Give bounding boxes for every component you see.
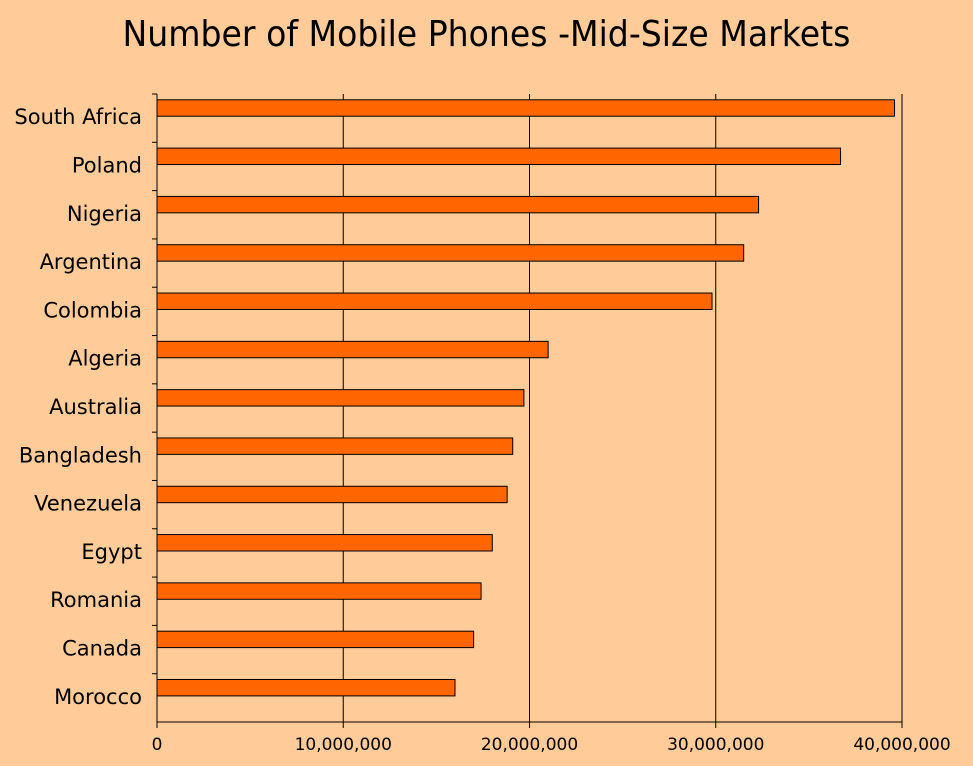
bar-morocco: [156, 678, 456, 697]
category-label: Nigeria: [67, 202, 142, 226]
category-label: Argentina: [40, 250, 142, 274]
x-tick-label-4: 40,000,000: [853, 735, 950, 755]
category-label: Australia: [49, 395, 142, 419]
bar-australia: [156, 389, 525, 407]
bar-nigeria: [156, 195, 760, 214]
bar-bangladesh: [156, 437, 514, 455]
category-label: Romania: [50, 588, 142, 612]
x-tick-label-1: 10,000,000: [295, 735, 392, 755]
label-layer: 0 10,000,000 20,000,000 30,000,000 40,000,00…: [14, 105, 950, 755]
bar-algeria: [156, 340, 549, 359]
bar-egypt: [156, 534, 493, 552]
category-label: Algeria: [68, 347, 142, 371]
axis-layer: [152, 93, 903, 728]
bar-layer: [156, 99, 896, 697]
category-label: Poland: [72, 153, 142, 177]
x-tick-label-3: 30,000,000: [667, 735, 764, 755]
bar-romania: [156, 582, 482, 600]
category-label: Colombia: [43, 298, 142, 322]
x-tick-label-2: 20,000,000: [481, 735, 578, 755]
category-label: Egypt: [81, 540, 142, 564]
bar-colombia: [156, 292, 713, 310]
category-label: Morocco: [54, 685, 142, 709]
category-label: South Africa: [14, 105, 142, 129]
category-label: Venezuela: [34, 492, 142, 516]
x-tick-label-0: 0: [152, 735, 163, 755]
bar-poland: [156, 147, 842, 166]
category-label: Bangladesh: [19, 443, 142, 467]
bar-south-africa: [156, 99, 896, 117]
bar-argentina: [156, 244, 745, 262]
category-label: Canada: [62, 637, 142, 661]
chart-title: Number of Mobile Phones -Mid-Size Market…: [122, 14, 851, 55]
grid-layer: [342, 94, 903, 722]
bar-canada: [156, 630, 475, 649]
bar-venezuela: [156, 485, 508, 504]
